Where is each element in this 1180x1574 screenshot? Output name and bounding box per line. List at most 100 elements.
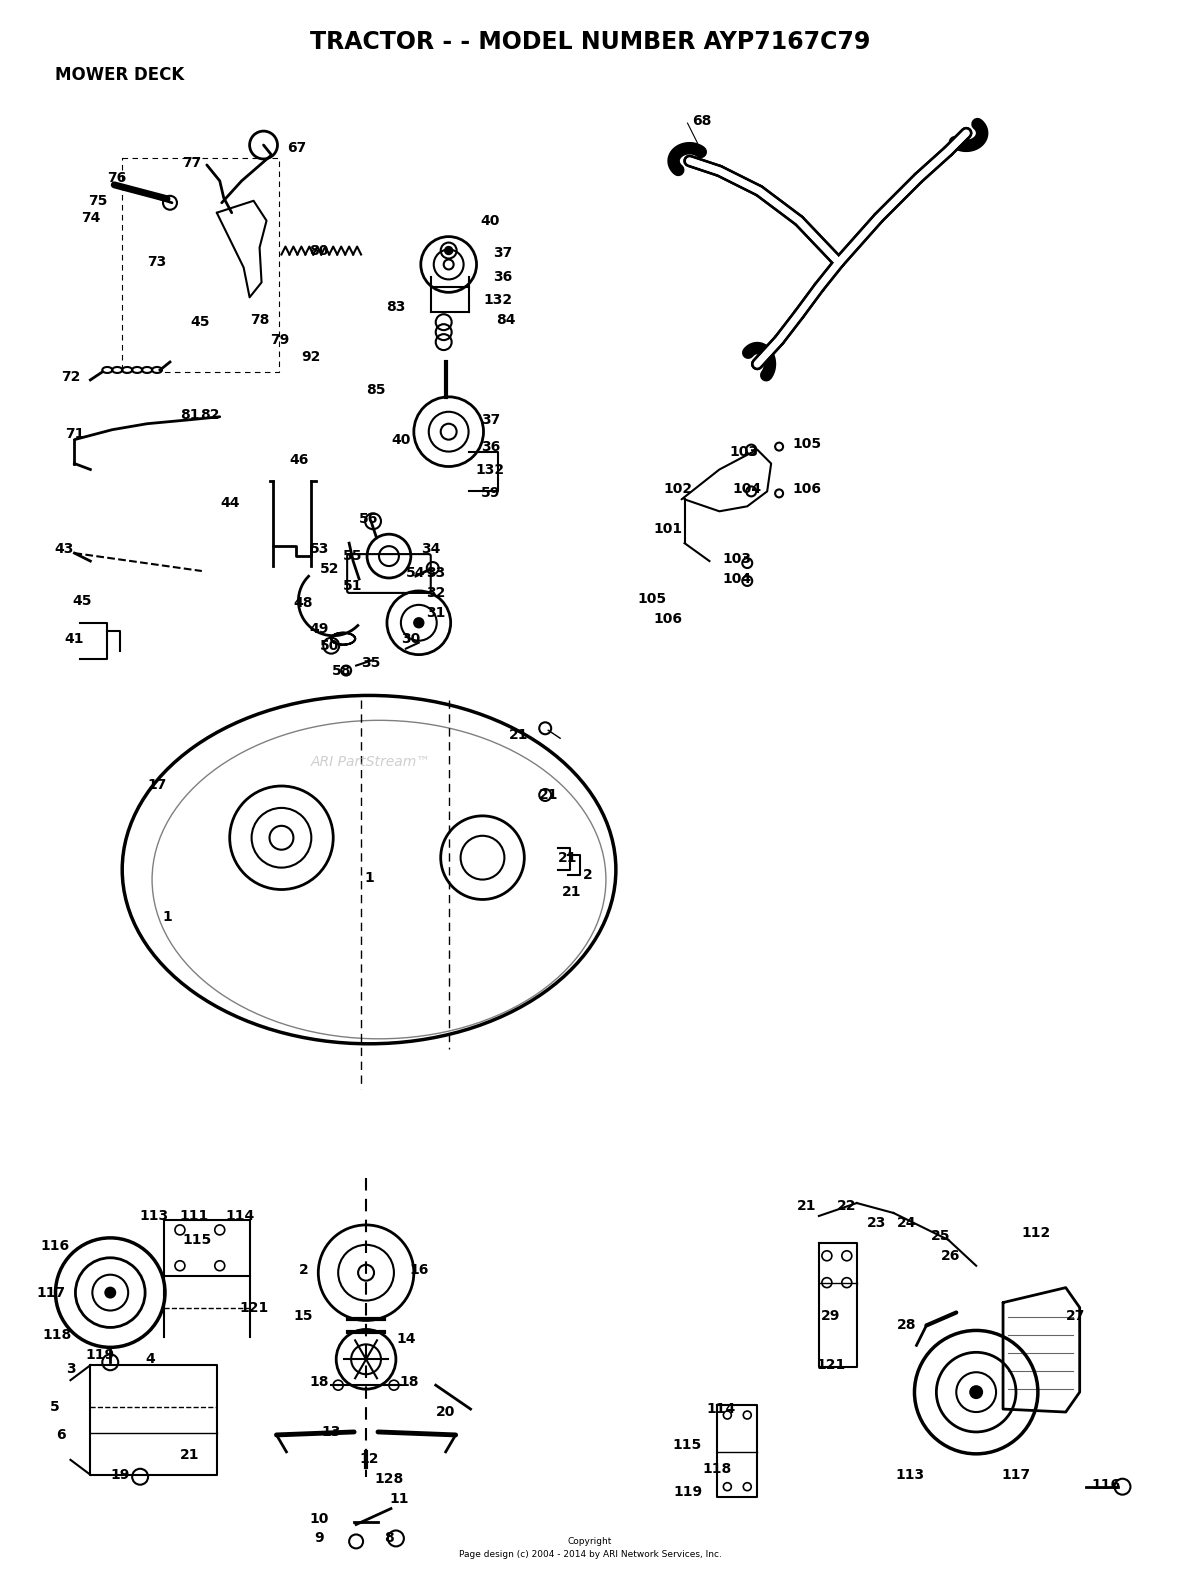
Text: 121: 121 xyxy=(240,1300,268,1314)
Text: MOWER DECK: MOWER DECK xyxy=(54,66,184,85)
Text: 37: 37 xyxy=(480,412,500,427)
Text: 22: 22 xyxy=(837,1199,857,1214)
Text: 111: 111 xyxy=(179,1209,209,1223)
Text: 132: 132 xyxy=(484,293,513,307)
Text: 15: 15 xyxy=(294,1308,313,1322)
Text: 106: 106 xyxy=(793,482,821,496)
Text: 78: 78 xyxy=(250,313,269,327)
Text: 34: 34 xyxy=(421,541,440,556)
Text: 113: 113 xyxy=(896,1467,925,1481)
Text: 28: 28 xyxy=(897,1319,916,1333)
Text: 56: 56 xyxy=(360,512,379,526)
Text: 36: 36 xyxy=(493,271,512,285)
Text: 12: 12 xyxy=(359,1451,379,1465)
Text: 119: 119 xyxy=(673,1484,702,1498)
Text: 76: 76 xyxy=(107,172,127,184)
Text: 27: 27 xyxy=(1066,1308,1086,1322)
Text: 128: 128 xyxy=(374,1472,404,1486)
Text: 58: 58 xyxy=(332,664,350,677)
Text: 72: 72 xyxy=(61,370,80,384)
Text: 19: 19 xyxy=(111,1467,130,1481)
Text: 53: 53 xyxy=(309,541,329,556)
Text: 14: 14 xyxy=(396,1332,415,1346)
Text: 2: 2 xyxy=(299,1262,308,1277)
Text: 21: 21 xyxy=(509,729,529,743)
Text: 83: 83 xyxy=(386,301,406,315)
Text: 29: 29 xyxy=(821,1308,840,1322)
Text: 132: 132 xyxy=(476,463,505,477)
Text: 8: 8 xyxy=(384,1532,394,1546)
Text: 5: 5 xyxy=(50,1399,59,1413)
Text: 20: 20 xyxy=(435,1406,455,1420)
Text: 73: 73 xyxy=(148,255,166,269)
Text: 81: 81 xyxy=(181,408,199,422)
Text: 117: 117 xyxy=(35,1286,65,1300)
Text: 21: 21 xyxy=(538,789,558,803)
Text: 49: 49 xyxy=(309,622,329,636)
Text: 46: 46 xyxy=(289,453,309,466)
Text: 11: 11 xyxy=(389,1492,408,1506)
Text: 113: 113 xyxy=(139,1209,169,1223)
Text: 115: 115 xyxy=(182,1232,211,1247)
Text: 92: 92 xyxy=(302,349,321,364)
Text: 114: 114 xyxy=(225,1209,254,1223)
Circle shape xyxy=(104,1286,117,1299)
Text: 119: 119 xyxy=(86,1349,114,1363)
Text: 26: 26 xyxy=(940,1248,961,1262)
Text: 104: 104 xyxy=(733,482,762,496)
Text: 67: 67 xyxy=(287,142,306,154)
Text: 40: 40 xyxy=(480,214,500,228)
Text: 32: 32 xyxy=(426,586,445,600)
Text: 41: 41 xyxy=(65,631,84,645)
Text: 33: 33 xyxy=(426,567,445,579)
Text: 84: 84 xyxy=(496,313,516,327)
Text: 36: 36 xyxy=(480,439,500,453)
Text: 75: 75 xyxy=(87,194,107,208)
Text: 116: 116 xyxy=(1092,1478,1120,1492)
Text: 71: 71 xyxy=(65,427,84,441)
Circle shape xyxy=(969,1385,983,1399)
Text: 16: 16 xyxy=(409,1262,428,1277)
Text: 25: 25 xyxy=(931,1229,950,1243)
Text: 116: 116 xyxy=(40,1239,70,1253)
Text: 104: 104 xyxy=(722,571,752,586)
Text: 50: 50 xyxy=(320,639,339,653)
Text: 80: 80 xyxy=(309,244,329,258)
Text: 13: 13 xyxy=(321,1424,341,1439)
Text: 10: 10 xyxy=(309,1511,329,1525)
Text: 115: 115 xyxy=(673,1439,702,1451)
Text: ARI PartStream™: ARI PartStream™ xyxy=(312,756,431,770)
Text: TRACTOR - - MODEL NUMBER AYP7167C79: TRACTOR - - MODEL NUMBER AYP7167C79 xyxy=(310,30,870,54)
Text: 4: 4 xyxy=(145,1352,155,1366)
Text: 118: 118 xyxy=(42,1328,72,1343)
Text: 105: 105 xyxy=(637,592,667,606)
Text: 21: 21 xyxy=(563,885,582,899)
Text: 24: 24 xyxy=(897,1217,916,1229)
Text: 44: 44 xyxy=(219,496,240,510)
Circle shape xyxy=(445,247,453,255)
Text: 114: 114 xyxy=(707,1402,736,1417)
Text: 18: 18 xyxy=(309,1376,329,1390)
Text: 17: 17 xyxy=(148,778,166,792)
Text: 18: 18 xyxy=(399,1376,419,1390)
Text: 103: 103 xyxy=(723,552,752,567)
Text: 21: 21 xyxy=(181,1448,199,1462)
Text: 9: 9 xyxy=(314,1532,324,1546)
Text: 74: 74 xyxy=(80,211,100,225)
Text: 6: 6 xyxy=(55,1428,65,1442)
Text: 52: 52 xyxy=(320,562,339,576)
Text: 54: 54 xyxy=(406,567,426,579)
Text: 43: 43 xyxy=(54,541,74,556)
Text: 55: 55 xyxy=(343,549,363,563)
Text: 117: 117 xyxy=(1002,1467,1030,1481)
Text: 121: 121 xyxy=(817,1358,846,1373)
Text: 1: 1 xyxy=(162,910,172,924)
Text: 105: 105 xyxy=(793,436,821,450)
Text: 101: 101 xyxy=(653,523,682,537)
Text: 31: 31 xyxy=(426,606,445,620)
Text: 45: 45 xyxy=(190,315,210,329)
Text: 68: 68 xyxy=(693,115,712,127)
Text: 51: 51 xyxy=(343,579,363,593)
Text: 21: 21 xyxy=(558,850,578,864)
Text: 23: 23 xyxy=(867,1217,886,1229)
